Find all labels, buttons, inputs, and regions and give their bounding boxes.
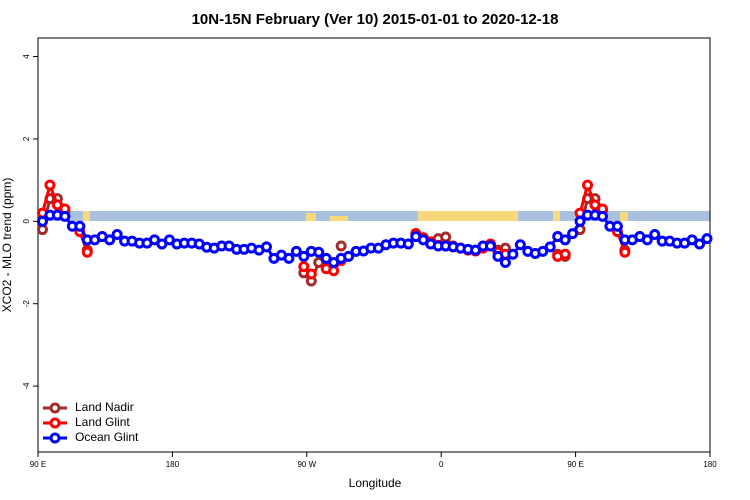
data-point xyxy=(440,231,452,243)
map-strip xyxy=(38,211,710,221)
data-point xyxy=(574,215,586,227)
data-point xyxy=(701,233,713,245)
data-point xyxy=(298,250,310,262)
chart-title: 10N-15N February (Ver 10) 2015-01-01 to … xyxy=(192,11,559,28)
data-point xyxy=(514,239,526,251)
x-tick-label: 0 xyxy=(439,460,444,469)
y-tick-label: 2 xyxy=(22,136,31,141)
data-point xyxy=(582,179,594,191)
data-point xyxy=(335,240,347,252)
x-axis-label: Longitude xyxy=(349,476,402,490)
y-axis-label: XCO2 - MLO trend (ppm) xyxy=(0,178,14,313)
data-point xyxy=(290,245,302,257)
x-tick-label: 180 xyxy=(703,460,717,469)
legend-label: Ocean Glint xyxy=(75,430,139,444)
data-point xyxy=(619,246,631,258)
y-tick-label: 0 xyxy=(22,219,31,224)
data-point xyxy=(313,246,325,258)
data-point xyxy=(260,241,272,253)
legend-marker xyxy=(49,417,61,429)
data-point xyxy=(649,228,661,240)
data-point xyxy=(298,261,310,273)
x-tick-label: 180 xyxy=(166,460,180,469)
data-point xyxy=(283,252,295,264)
data-point xyxy=(81,246,93,258)
x-tick-label: 90 E xyxy=(30,460,46,469)
data-point xyxy=(694,238,706,250)
data-point xyxy=(544,241,556,253)
data-point xyxy=(611,220,623,232)
data-point xyxy=(492,250,504,262)
data-point xyxy=(507,248,519,260)
data-point xyxy=(596,210,608,222)
data-point xyxy=(402,238,414,250)
data-point xyxy=(111,228,123,240)
data-point xyxy=(499,257,511,269)
data-point xyxy=(74,220,86,232)
data-point xyxy=(59,210,71,222)
data-point xyxy=(36,215,48,227)
legend-marker xyxy=(49,432,61,444)
data-point xyxy=(559,248,571,260)
y-tick-label: 4 xyxy=(22,54,31,59)
x-tick-label: 90 E xyxy=(567,460,583,469)
data-point xyxy=(567,228,579,240)
y-tick-label: -2 xyxy=(22,300,31,308)
legend-label: Land Nadir xyxy=(75,400,134,414)
data-point xyxy=(44,179,56,191)
data-point xyxy=(104,234,116,246)
data-point xyxy=(484,240,496,252)
x-tick-label: 90 W xyxy=(297,460,316,469)
plot-frame xyxy=(37,37,711,453)
legend-label: Land Glint xyxy=(75,415,130,429)
data-point xyxy=(343,250,355,262)
legend-marker xyxy=(49,402,61,414)
y-tick-label: -4 xyxy=(22,382,31,390)
data-point xyxy=(641,234,653,246)
data-point xyxy=(537,245,549,257)
data-point xyxy=(559,234,571,246)
data-point xyxy=(305,268,317,280)
